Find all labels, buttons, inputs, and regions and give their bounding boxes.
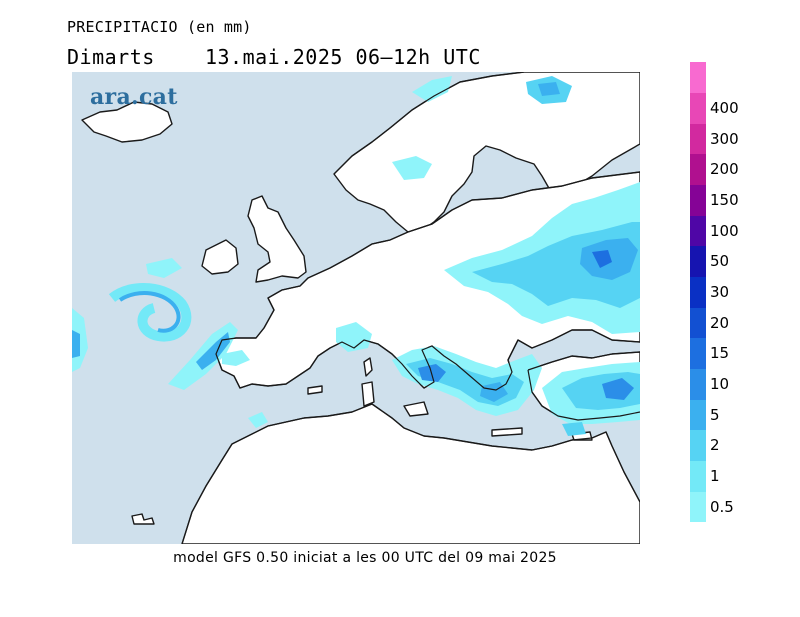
land-canaries (131, 513, 155, 525)
legend-swatch (690, 123, 706, 155)
legend-label: 50 (710, 252, 730, 271)
precip-levant-spot (562, 422, 586, 436)
ara-cat-logo: ara.cat (90, 84, 178, 110)
legend-label: 400 (710, 99, 739, 117)
legend-swatch (690, 276, 706, 308)
precip-north-atlantic (146, 258, 182, 278)
legend-swatch (690, 62, 706, 94)
land-balearics (307, 385, 323, 395)
legend-label: 2 (710, 436, 720, 455)
land-iceland (81, 101, 173, 143)
model-run-caption: model GFS 0.50 iniciat a les 00 UTC del … (173, 550, 557, 566)
legend-label: 20 (710, 313, 730, 332)
legend-label: 150 (710, 191, 739, 209)
legend-label: 5 (710, 405, 720, 424)
legend-swatch (690, 184, 706, 216)
precipitation-map: ara.cat (72, 72, 640, 544)
precip-central-europe (336, 322, 372, 352)
legend-swatch (690, 430, 706, 462)
legend-swatch (690, 154, 706, 186)
legend-label: 10 (710, 375, 730, 393)
legend-label: 0.5 (710, 497, 734, 516)
legend-swatch (690, 338, 706, 370)
precip-east-europe-deep (592, 250, 612, 268)
legend-label: 100 (710, 221, 739, 240)
precip-atlantic-swirl (108, 283, 192, 342)
legend-swatch (690, 399, 706, 431)
precip-atlantic-edge-inner (72, 330, 80, 358)
land-sardinia (361, 381, 375, 407)
precip-anatolia-core (602, 378, 634, 400)
precip-south-sweden (392, 156, 432, 180)
legend-label: 30 (710, 283, 730, 301)
land-ireland (201, 239, 239, 275)
legend-label: 300 (710, 129, 739, 148)
legend-swatch (690, 92, 706, 124)
precipitation-legend (690, 62, 706, 523)
land-great-britain (247, 195, 307, 283)
legend-label: 200 (710, 160, 739, 179)
legend-swatch (690, 307, 706, 339)
precip-iberia-spot (222, 350, 250, 366)
precip-north-scandinavia-core (538, 82, 560, 96)
legend-swatch (690, 491, 706, 523)
land-crete (491, 427, 523, 437)
precip-atlantic-swirl-core (118, 291, 181, 333)
legend-swatch (690, 460, 706, 492)
chart-title: PRECIPITACIO (en mm) (67, 18, 252, 36)
chart-subtitle-date: Dimarts 13.mai.2025 06–12h UTC (67, 45, 481, 69)
legend-swatch (690, 246, 706, 278)
map-canvas (72, 72, 640, 544)
precip-libya-spot (248, 412, 268, 428)
legend-label: 15 (710, 344, 730, 363)
land-corsica (363, 357, 373, 377)
legend-swatch (690, 368, 706, 400)
coastline-layer (181, 72, 640, 544)
legend-label: 1 (710, 467, 720, 485)
legend-swatch (690, 215, 706, 247)
precip-north-edge (412, 76, 452, 102)
land-sicily (403, 401, 429, 417)
precipitation-layer (72, 76, 640, 436)
